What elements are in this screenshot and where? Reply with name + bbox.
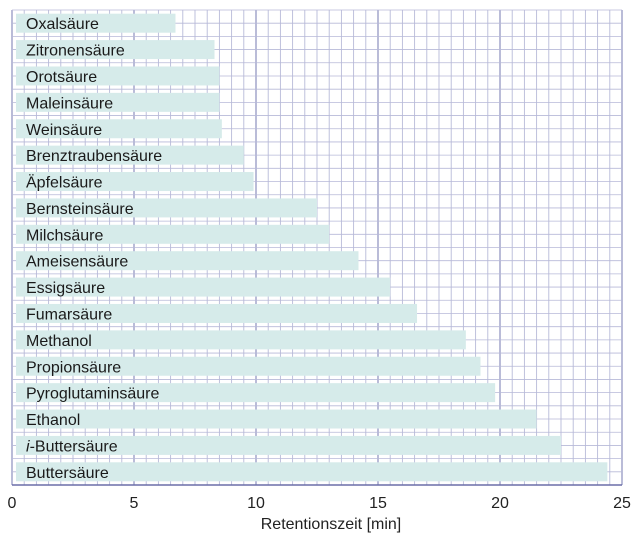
bar-11: [16, 303, 418, 323]
bar-16: [16, 435, 561, 455]
bar-label-9: Ameisensäure: [26, 254, 128, 271]
bar-label-10: Essigsäure: [26, 280, 105, 297]
bar-6: [16, 172, 254, 192]
bar-0: [16, 13, 176, 33]
bar-label-2: Orotsäure: [26, 69, 97, 86]
bar-15: [16, 409, 537, 429]
bar-label-15: Ethanol: [26, 412, 80, 429]
bar-5: [16, 145, 244, 165]
bar-label-14: Pyroglutaminsäure: [26, 386, 160, 403]
bar-7: [16, 198, 317, 218]
bar-label-3: Maleinsäure: [26, 95, 113, 112]
bar-label-12: Methanol: [26, 333, 92, 350]
bar-label-0: Oxalsäure: [26, 16, 99, 33]
bar-13: [16, 356, 481, 376]
x-axis-title: Retentionszeit [min]: [261, 516, 402, 533]
bar-label-7: Bernsteinsäure: [26, 201, 134, 218]
bar-1: [16, 40, 215, 60]
bar-label-11: Fumarsäure: [26, 306, 112, 323]
bar-9: [16, 251, 359, 271]
bar-10: [16, 277, 391, 297]
bars: [16, 13, 608, 482]
bar-label-17: Buttersäure: [26, 465, 109, 482]
x-tick-label: 0: [8, 495, 17, 512]
bar-14: [16, 383, 496, 403]
x-tick-label: 15: [369, 495, 387, 512]
x-tick-label: 5: [130, 495, 139, 512]
x-axis: 0 5 10 15 20 25: [8, 484, 631, 512]
bar-label-4: Weinsäure: [26, 122, 102, 139]
bar-2: [16, 66, 220, 86]
bar-17: [16, 462, 608, 482]
bar-label-16: i-Buttersäure: [26, 438, 118, 455]
x-tick-label: 10: [247, 495, 265, 512]
bar-label-6: Äpfelsäure: [26, 174, 103, 192]
x-tick-label: 20: [491, 495, 509, 512]
bar-label-1: Zitronensäure: [26, 43, 125, 60]
bar-8: [16, 224, 330, 244]
bar-labels: Oxalsäure Zitronensäure Orotsäure Maleinsäu…: [26, 16, 162, 482]
bar-4: [16, 119, 222, 139]
bar-label-8: Milchsäure: [26, 227, 103, 244]
x-tick-label: 25: [613, 495, 631, 512]
bar-3: [16, 92, 220, 112]
bar-label-5: Brenztraubensäure: [26, 148, 162, 165]
bar-label-13: Propionsäure: [26, 359, 121, 376]
bar-12: [16, 330, 466, 350]
